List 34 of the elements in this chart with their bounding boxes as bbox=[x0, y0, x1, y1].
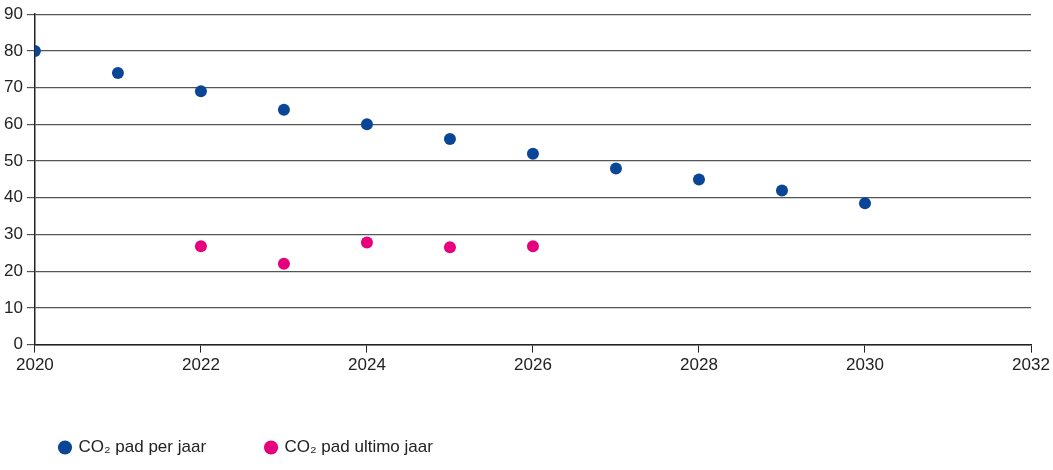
x-tick-label: 2032 bbox=[1012, 355, 1050, 375]
point bbox=[360, 236, 373, 249]
point bbox=[277, 103, 290, 116]
y-tick-label: 20 bbox=[3, 260, 23, 280]
y-tick-label: 60 bbox=[3, 114, 23, 134]
point bbox=[775, 184, 788, 197]
point bbox=[526, 147, 539, 160]
y-tick-label: 80 bbox=[3, 40, 23, 60]
y-tick-label: 90 bbox=[3, 3, 23, 23]
point bbox=[360, 118, 373, 131]
y-tick-label: 50 bbox=[3, 150, 23, 170]
point bbox=[858, 197, 871, 210]
point bbox=[443, 241, 456, 254]
legend-label: CO₂ pad per jaar bbox=[78, 437, 207, 457]
x-tick-label: 2030 bbox=[846, 355, 884, 375]
point bbox=[111, 66, 124, 79]
x-tick-label: 2024 bbox=[348, 355, 386, 375]
y-tick-label: 0 bbox=[13, 334, 23, 354]
point bbox=[526, 240, 539, 253]
x-tick-label: 2026 bbox=[514, 355, 552, 375]
point bbox=[277, 257, 290, 270]
point bbox=[194, 85, 207, 98]
x-tick-label: 2020 bbox=[16, 355, 54, 375]
point bbox=[194, 240, 207, 253]
y-tick-label: 40 bbox=[3, 187, 23, 207]
legend-label: CO₂ pad ultimo jaar bbox=[284, 437, 434, 457]
point bbox=[609, 162, 622, 175]
y-tick-label: 10 bbox=[3, 297, 23, 317]
x-tick-label: 2028 bbox=[680, 355, 718, 375]
y-tick-label: 30 bbox=[3, 224, 23, 244]
x-tick-label: 2022 bbox=[182, 355, 220, 375]
point bbox=[692, 173, 705, 186]
point bbox=[443, 133, 456, 146]
y-tick-label: 70 bbox=[3, 77, 23, 97]
